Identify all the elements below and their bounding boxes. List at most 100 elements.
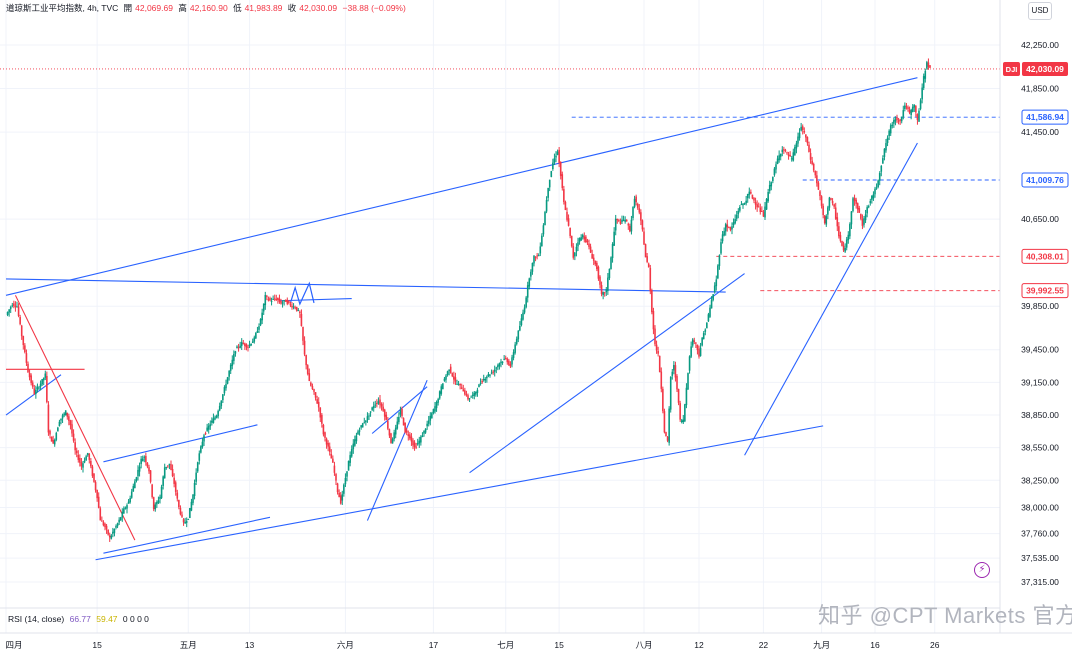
candle-body (693, 340, 696, 342)
candle-down (695, 342, 697, 349)
candle-body (451, 373, 454, 377)
candle-up (350, 445, 353, 458)
trend-line[interactable] (95, 425, 824, 561)
candle-body (382, 406, 384, 411)
candle-up (512, 349, 515, 361)
candle-body (916, 114, 919, 120)
candle-up (479, 378, 482, 386)
candle-up (355, 432, 358, 444)
symbol-title[interactable]: 道琼斯工业平均指数, 4h, TVC (6, 3, 119, 13)
candle-body (423, 430, 425, 434)
candle-body (454, 377, 457, 382)
candle-up (41, 379, 43, 386)
candle-up (891, 121, 894, 129)
candle-body (462, 389, 465, 392)
candle-up (704, 328, 707, 336)
trend-line[interactable] (469, 273, 745, 474)
candle-body (808, 144, 810, 153)
candle-body (504, 357, 507, 359)
candle-body (534, 256, 537, 258)
candle-up (457, 380, 460, 386)
trend-line[interactable] (5, 77, 918, 296)
candle-body (894, 119, 897, 122)
candle-up (517, 330, 520, 343)
candle-body (627, 223, 630, 226)
candle-body (324, 432, 326, 438)
candle-up (196, 461, 199, 473)
candle-body (907, 107, 909, 110)
trend-line[interactable] (103, 424, 258, 463)
high-label: 高 (178, 3, 187, 13)
candle-body (508, 360, 510, 365)
trend-line[interactable] (371, 386, 428, 434)
candle-up (882, 155, 884, 164)
candle-body (756, 204, 758, 208)
candle-body (46, 375, 48, 403)
trend-line[interactable] (366, 379, 428, 521)
trend-line[interactable] (5, 374, 62, 416)
candle-up (486, 375, 488, 383)
candle-up (468, 397, 471, 402)
candle-down (929, 65, 931, 68)
candle-body (550, 171, 553, 177)
rsi-legend[interactable]: RSI (14, close) 66.77 59.47 0 0 0 0 (8, 614, 149, 624)
candle-body (680, 420, 683, 423)
candle-body (113, 528, 116, 533)
candle-down (332, 455, 334, 463)
candle-up (121, 508, 124, 522)
candle-down (597, 265, 600, 281)
candle-up (446, 370, 449, 377)
candle-body (827, 207, 829, 215)
candle-body (407, 434, 410, 437)
candle-up (911, 104, 914, 113)
rsi-value: 66.77 (69, 614, 91, 624)
candle-down (839, 231, 842, 243)
trend-line[interactable] (744, 142, 918, 456)
candle-body (797, 136, 799, 144)
candle-body (99, 508, 102, 521)
downtrend-line[interactable] (14, 295, 136, 541)
candle-body (545, 200, 548, 212)
candle-down (619, 218, 622, 225)
candle-body (845, 239, 848, 248)
candle-body (630, 219, 633, 232)
candle-body (742, 203, 744, 206)
price-level-tag (1021, 248, 1069, 264)
candle-body (347, 460, 350, 471)
w-pattern-drawing[interactable] (289, 281, 315, 306)
candle-body (704, 329, 707, 332)
candle-down (308, 368, 311, 382)
candle-body (90, 460, 92, 467)
candle-body (811, 160, 813, 165)
candle-body (449, 366, 452, 373)
rsi-label[interactable]: RSI (14, close) (8, 614, 65, 624)
candle-body (495, 367, 498, 369)
candle-down (305, 354, 307, 370)
trend-line[interactable] (103, 516, 271, 554)
x-tick-label: 15 (92, 640, 102, 650)
candle-body (761, 211, 763, 213)
candle-body (357, 431, 359, 435)
candle-body (410, 436, 413, 442)
candle-down (698, 345, 700, 359)
candle-body (684, 404, 686, 422)
lightning-icon[interactable]: ⚡ (974, 562, 990, 578)
candle-body (302, 326, 304, 341)
candle-down (382, 402, 384, 412)
candle-down (751, 194, 754, 200)
y-tick-label: 38,550.00 (1021, 443, 1059, 453)
candle-body (849, 224, 851, 237)
candle-down (801, 124, 804, 135)
candle-up (556, 149, 559, 156)
candle-up (608, 268, 611, 281)
low-value: 41,983.89 (244, 3, 283, 13)
candle-up (578, 237, 581, 245)
currency-button[interactable]: USD (1028, 2, 1052, 20)
candle-body (372, 405, 375, 409)
candle-down (415, 442, 417, 450)
candle-body (416, 443, 419, 445)
candle-body (922, 76, 925, 88)
candle-up (225, 379, 227, 391)
